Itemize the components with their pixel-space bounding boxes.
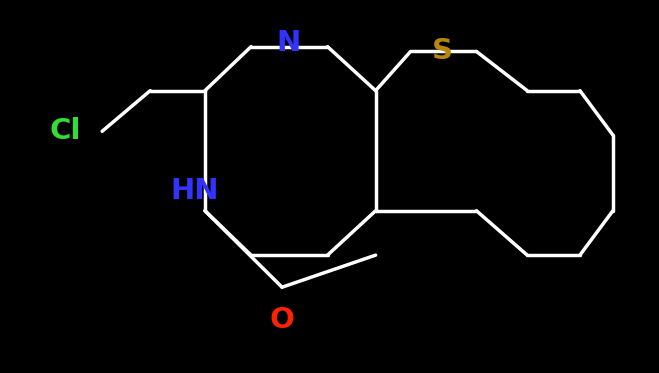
Text: N: N <box>277 29 301 57</box>
Text: Cl: Cl <box>49 117 81 145</box>
Text: S: S <box>432 37 453 66</box>
Text: O: O <box>270 306 295 334</box>
Text: HN: HN <box>171 177 219 206</box>
